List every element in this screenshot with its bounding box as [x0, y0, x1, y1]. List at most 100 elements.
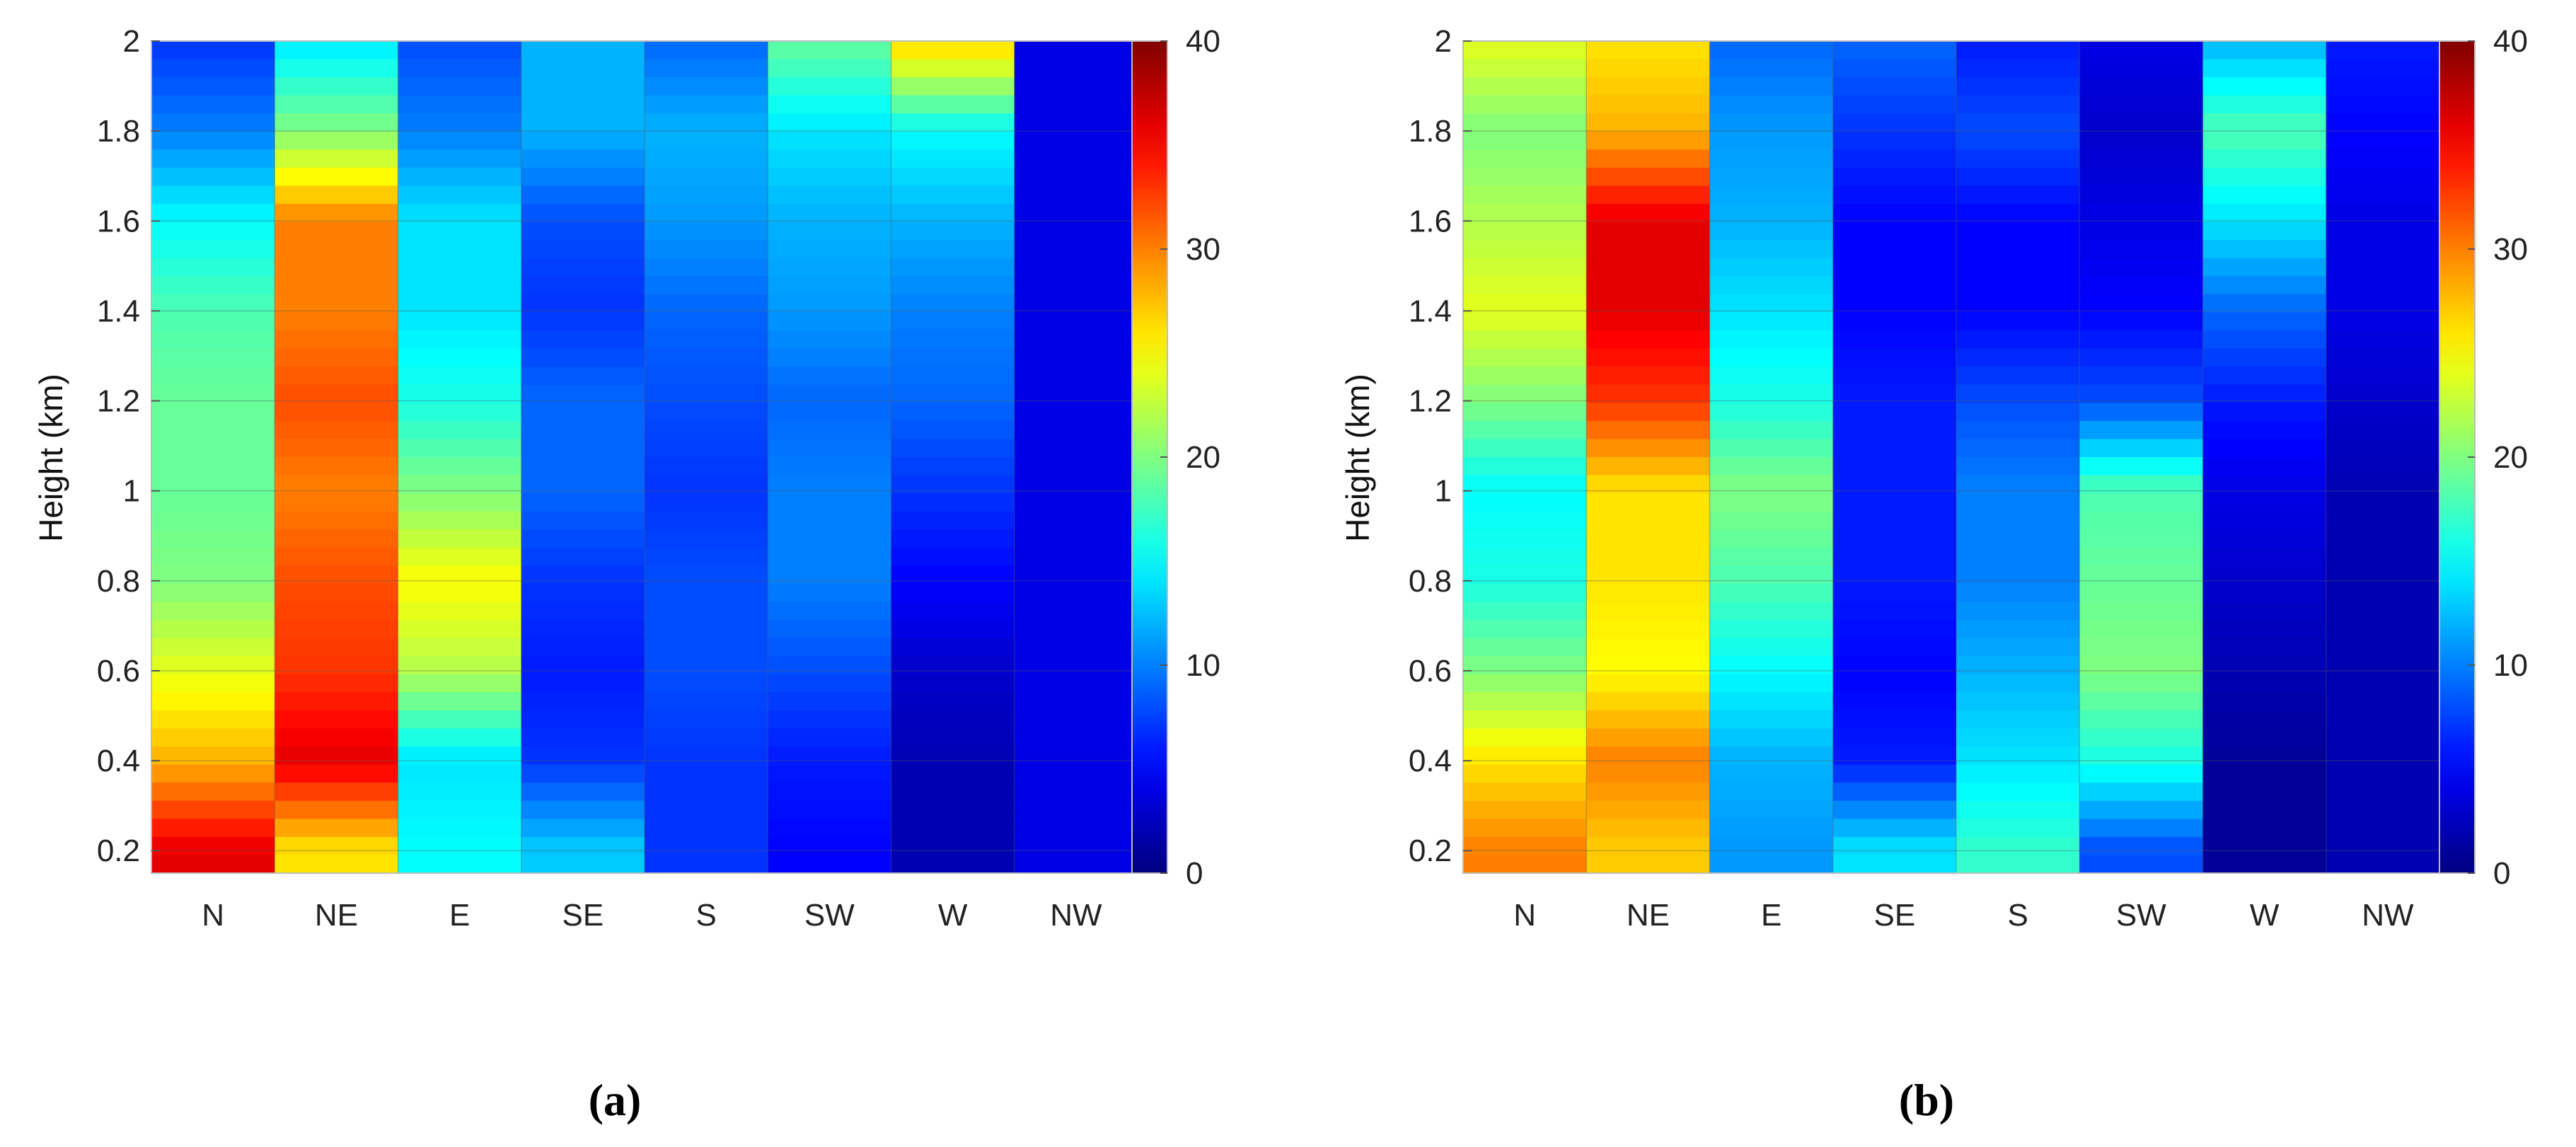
y-tick-label: 0.4	[1409, 744, 1452, 778]
heatmap-cell	[891, 656, 1015, 675]
heatmap-cell	[1709, 41, 1834, 60]
heatmap-cell	[1014, 800, 1138, 819]
heatmap-cell	[1832, 240, 1957, 259]
heatmap-cell	[1586, 95, 1711, 114]
heatmap-cell	[398, 113, 522, 132]
heatmap-cell	[1956, 167, 2080, 187]
heatmap-cell	[398, 674, 522, 693]
heatmap-cell	[891, 674, 1015, 693]
heatmap-cell	[1014, 221, 1138, 241]
heatmap-cell	[1463, 656, 1587, 675]
heatmap-cell	[1586, 620, 1711, 639]
heatmap-cell	[1832, 77, 1957, 96]
heatmap-cell	[1014, 294, 1138, 313]
heatmap-cell	[645, 656, 768, 675]
heatmap-cell	[398, 620, 522, 639]
heatmap-cell	[151, 294, 275, 313]
heatmap-cell	[2079, 113, 2204, 132]
heatmap-cell	[2326, 692, 2450, 711]
heatmap-cell	[645, 59, 768, 78]
heatmap-cell	[398, 59, 522, 78]
heatmap-cell	[1956, 656, 2080, 675]
heatmap-cell	[1956, 855, 2080, 874]
heatmap-cell	[1832, 258, 1957, 277]
heatmap-cell	[2079, 59, 2204, 78]
heatmap-cell	[2202, 783, 2327, 802]
heatmap-cell	[1014, 638, 1138, 657]
heatmap-cell	[891, 420, 1015, 440]
heatmap-cell	[2326, 384, 2450, 403]
heatmap-cell	[1956, 185, 2080, 204]
heatmap-cell	[1586, 565, 1711, 584]
heatmap-cell	[1014, 747, 1138, 766]
heatmap-cell	[2202, 800, 2327, 819]
heatmap-cell	[891, 710, 1015, 730]
heatmap-cell	[275, 747, 399, 766]
heatmap-cell	[1014, 764, 1138, 783]
heatmap-cell	[275, 77, 399, 96]
heatmap-cell	[1832, 185, 1957, 204]
heatmap-cell	[2202, 529, 2327, 548]
heatmap-cell	[521, 348, 645, 367]
heatmap-cell	[1832, 167, 1957, 187]
heatmap-cell	[1832, 113, 1957, 132]
heatmap-cell	[275, 439, 399, 458]
heatmap-cell	[891, 348, 1015, 367]
heatmap-cell	[1586, 276, 1711, 295]
heatmap-cell	[1463, 475, 1587, 494]
heatmap-cell	[645, 185, 768, 204]
heatmap-cell	[1586, 601, 1711, 621]
heatmap-cell	[2326, 330, 2450, 350]
y-tick-label: 0.2	[97, 834, 140, 868]
heatmap-cell	[151, 367, 275, 386]
x-tick-label: NE	[315, 898, 358, 933]
heatmap-cell	[1586, 221, 1711, 241]
heatmap-cell	[521, 583, 645, 603]
heatmap-cell	[891, 95, 1015, 114]
heatmap-cell	[398, 276, 522, 295]
heatmap-cell	[2326, 258, 2450, 277]
heatmap-cell	[2326, 149, 2450, 168]
heatmap-cell	[891, 547, 1015, 566]
heatmap-cell	[1832, 403, 1957, 422]
heatmap-cell	[2202, 276, 2327, 295]
heatmap-cell	[521, 312, 645, 331]
heatmap-cell	[2326, 77, 2450, 96]
heatmap-cell	[151, 384, 275, 403]
heatmap-cell	[1586, 511, 1711, 530]
heatmap-cell	[1956, 131, 2080, 150]
heatmap-cell	[2202, 258, 2327, 277]
heatmap-cell	[2202, 565, 2327, 584]
heatmap-cell	[2326, 240, 2450, 259]
heatmap-cell	[151, 185, 275, 204]
heatmap-cell	[1832, 728, 1957, 747]
colorbar-tick-label: 10	[2493, 648, 2528, 683]
heatmap-cell	[1014, 855, 1138, 874]
heatmap-cell	[2202, 204, 2327, 223]
heatmap-cell	[2079, 420, 2204, 440]
heatmap-cell	[1709, 185, 1834, 204]
heatmap-cell	[1956, 638, 2080, 657]
heatmap-cell	[2202, 439, 2327, 458]
heatmap-cell	[521, 601, 645, 621]
heatmap-cell	[768, 439, 892, 458]
heatmap-cell	[768, 131, 892, 150]
heatmap-cell	[521, 457, 645, 476]
heatmap-cell	[891, 384, 1015, 403]
colorbar-tick-label: 0	[2493, 856, 2510, 891]
colorbar-tick-label: 30	[1186, 232, 1220, 267]
heatmap-cell	[275, 131, 399, 150]
heatmap-cell	[151, 113, 275, 132]
heatmap-cell	[1014, 710, 1138, 730]
heatmap-cell	[275, 692, 399, 711]
heatmap-cell	[1586, 457, 1711, 476]
heatmap-cell	[1709, 764, 1834, 783]
heatmap-cell	[1709, 800, 1834, 819]
heatmap-cell	[151, 800, 275, 819]
heatmap-cell	[1463, 800, 1587, 819]
heatmap-cell	[2079, 656, 2204, 675]
heatmap-cell	[1832, 276, 1957, 295]
heatmap-cell	[1709, 638, 1834, 657]
heatmap-cell	[1014, 276, 1138, 295]
heatmap-cell	[398, 493, 522, 512]
